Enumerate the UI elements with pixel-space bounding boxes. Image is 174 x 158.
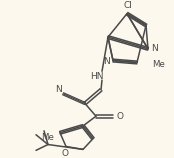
Text: Me: Me <box>152 60 165 69</box>
Text: HN: HN <box>90 72 104 81</box>
Text: Me: Me <box>42 133 54 142</box>
Text: N: N <box>152 44 158 53</box>
Text: Cl: Cl <box>124 1 132 10</box>
Text: N: N <box>103 57 109 66</box>
Text: N: N <box>55 85 61 94</box>
Text: O: O <box>117 112 124 121</box>
Text: O: O <box>61 149 69 158</box>
